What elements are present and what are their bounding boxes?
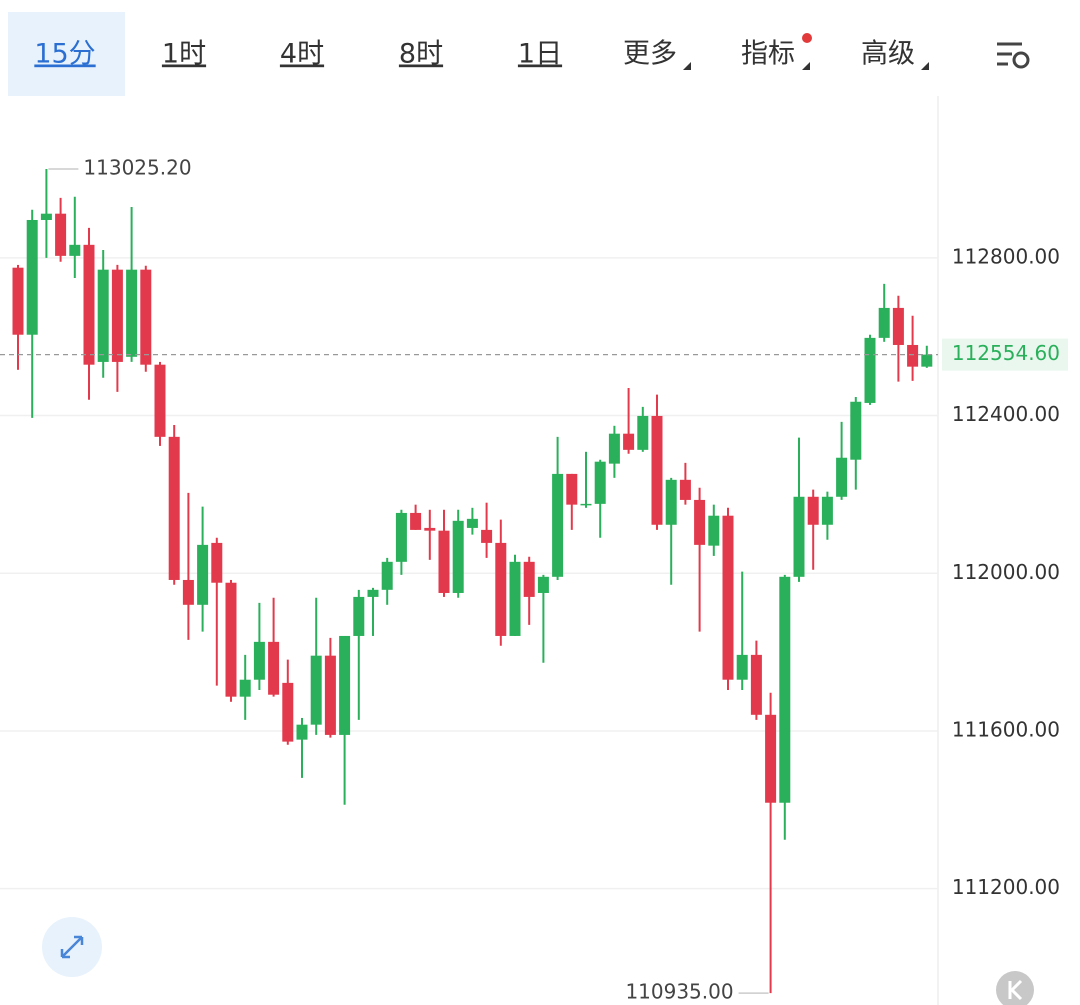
candle-body <box>836 457 848 497</box>
k-button[interactable] <box>996 971 1034 1005</box>
y-tick-label: 112400.00 <box>952 402 1060 426</box>
candle-body <box>665 479 677 525</box>
last-price-label: 112554.60 <box>952 341 1060 365</box>
candle-body <box>566 473 578 505</box>
tab[interactable]: 1日 <box>518 39 562 70</box>
candle-body <box>168 436 180 580</box>
y-tick-label: 112000.00 <box>952 560 1060 584</box>
candle-body <box>296 724 308 740</box>
candle-body <box>594 461 606 504</box>
candle-body <box>140 269 152 365</box>
candle-body <box>850 401 862 460</box>
tab[interactable]: 15分 <box>34 39 95 70</box>
candle-body <box>353 596 365 636</box>
candle-body <box>765 714 777 803</box>
candle-body <box>864 337 876 403</box>
candle-body <box>608 433 620 464</box>
candle-body <box>381 561 393 590</box>
candle-body <box>509 561 521 636</box>
candle-body <box>708 515 720 546</box>
candle-body <box>779 576 791 803</box>
tab[interactable]: 指标 <box>741 39 795 70</box>
candle-body <box>793 496 805 577</box>
candle-body <box>310 655 322 725</box>
candle-body <box>268 641 280 695</box>
candle-body <box>197 544 209 605</box>
candle-body <box>253 641 265 680</box>
candle-body <box>878 307 890 338</box>
candle-body <box>750 654 762 715</box>
candle-body <box>12 267 24 335</box>
badge-dot <box>802 33 812 43</box>
dropdown-arrow <box>921 62 929 70</box>
candle-body <box>651 415 663 525</box>
candle-body <box>111 269 123 362</box>
candle-body <box>126 269 138 357</box>
candle-body <box>239 679 251 697</box>
candle-body <box>367 589 379 597</box>
candle-body <box>452 520 464 593</box>
candle-body <box>182 579 194 605</box>
dropdown-arrow <box>802 62 810 70</box>
candle-body <box>921 354 933 367</box>
selected-tab-bg <box>8 12 125 96</box>
high-label: 113025.20 <box>83 156 191 180</box>
candle-body <box>736 654 748 680</box>
candle-body <box>821 496 833 525</box>
plot: 112800.00 112400.00 112000.00 111600.00 1112… <box>0 156 1068 1004</box>
candle-body <box>395 512 407 562</box>
tab[interactable]: 1时 <box>162 39 206 70</box>
candle-body <box>97 269 109 362</box>
candle-body <box>324 655 336 735</box>
tab[interactable]: 8时 <box>399 39 443 70</box>
toolbar: 15分 1时 4时 8时 1日 更多 指标 高级 <box>8 12 1030 96</box>
candle-body <box>523 561 535 597</box>
candle-body <box>892 307 904 345</box>
last-price-bg <box>942 338 1068 371</box>
candle-body <box>580 503 592 506</box>
low-label: 110935.00 <box>625 980 733 1004</box>
candle-body <box>211 542 223 583</box>
candle-body <box>722 515 734 680</box>
y-tick-label: 111600.00 <box>952 717 1060 741</box>
candle-body <box>69 244 81 256</box>
candle-body <box>537 576 549 593</box>
candle-body <box>339 635 351 735</box>
candle-body <box>623 433 635 450</box>
candle-body <box>495 542 507 636</box>
candle-body <box>694 499 706 545</box>
candle-body <box>552 473 564 577</box>
candle-body <box>907 344 919 367</box>
expand-button[interactable] <box>42 917 102 977</box>
candle-body <box>154 364 166 437</box>
candle-body <box>410 512 422 530</box>
candle-body <box>40 213 52 220</box>
y-tick-label: 112800.00 <box>952 244 1060 268</box>
settings-icon[interactable] <box>997 42 1030 69</box>
candle-body <box>466 518 478 528</box>
candle-body <box>225 582 237 697</box>
dropdown-arrow <box>683 62 691 70</box>
candle-body <box>807 496 819 525</box>
candle-body <box>637 415 649 450</box>
candle-body <box>26 219 38 335</box>
candle-body <box>481 529 493 543</box>
tab[interactable]: 更多 <box>623 39 677 70</box>
candle-body <box>438 530 450 593</box>
candle-body <box>282 682 294 742</box>
candle-body <box>55 213 67 256</box>
candle-body <box>679 479 691 500</box>
candle-body <box>424 527 436 531</box>
y-tick-label: 111200.00 <box>952 875 1060 899</box>
candle-body <box>83 244 95 365</box>
tab[interactable]: 4时 <box>280 39 324 70</box>
tab[interactable]: 高级 <box>861 39 915 70</box>
